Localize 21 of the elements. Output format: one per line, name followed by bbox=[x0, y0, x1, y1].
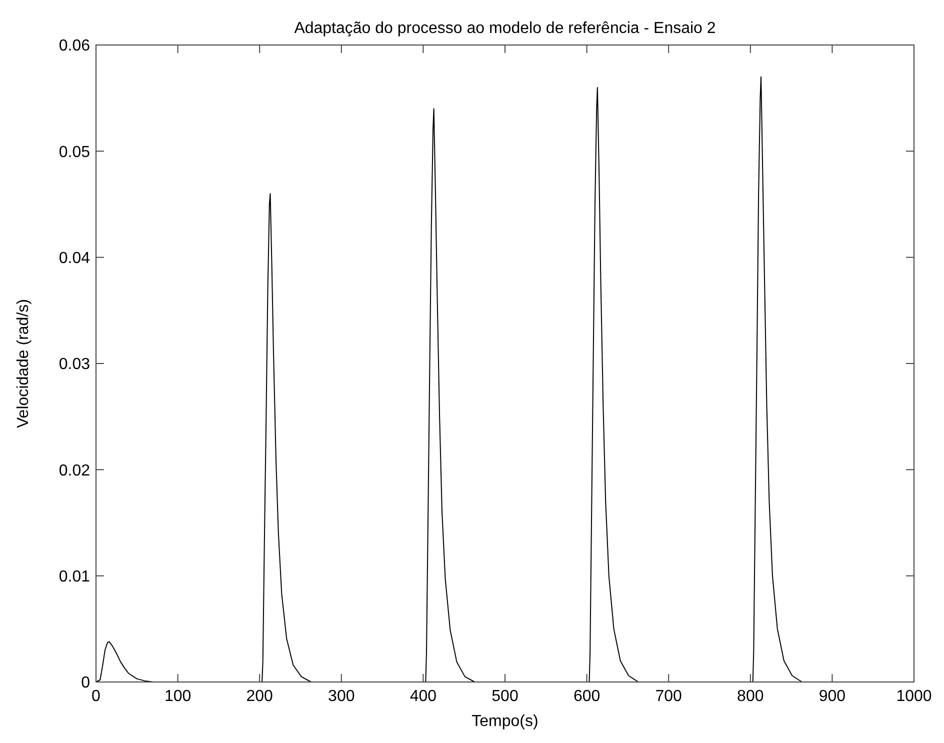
y-tick-label: 0 bbox=[81, 674, 90, 692]
y-tick-label: 0.02 bbox=[58, 462, 90, 480]
x-tick-label: 700 bbox=[655, 688, 682, 705]
y-tick-label: 0.04 bbox=[58, 250, 90, 267]
y-tick-label: 0.01 bbox=[58, 568, 90, 586]
x-tick-label: 0 bbox=[92, 688, 101, 705]
x-tick-label: 500 bbox=[492, 688, 518, 705]
x-tick-label: 200 bbox=[246, 688, 274, 705]
y-tick-label: 0.06 bbox=[58, 38, 90, 55]
x-tick-label: 900 bbox=[818, 688, 846, 705]
x-tick-label: 400 bbox=[410, 688, 437, 705]
y-axis-title: Velocidade (rad/s) bbox=[15, 299, 32, 428]
x-tick-label: 600 bbox=[573, 688, 600, 705]
y-tick-label: 0.05 bbox=[58, 144, 90, 161]
chart-title: Adaptação do processo ao modelo de referência - Ensaio 2 bbox=[294, 20, 716, 37]
x-tick-label: 800 bbox=[737, 688, 764, 705]
x-axis-title: Tempo(s) bbox=[472, 713, 538, 730]
x-tick-label: 100 bbox=[164, 688, 192, 705]
y-tick-label: 0.03 bbox=[58, 356, 90, 374]
x-tick-label: 1000 bbox=[896, 688, 932, 705]
x-tick-label: 300 bbox=[328, 688, 355, 705]
